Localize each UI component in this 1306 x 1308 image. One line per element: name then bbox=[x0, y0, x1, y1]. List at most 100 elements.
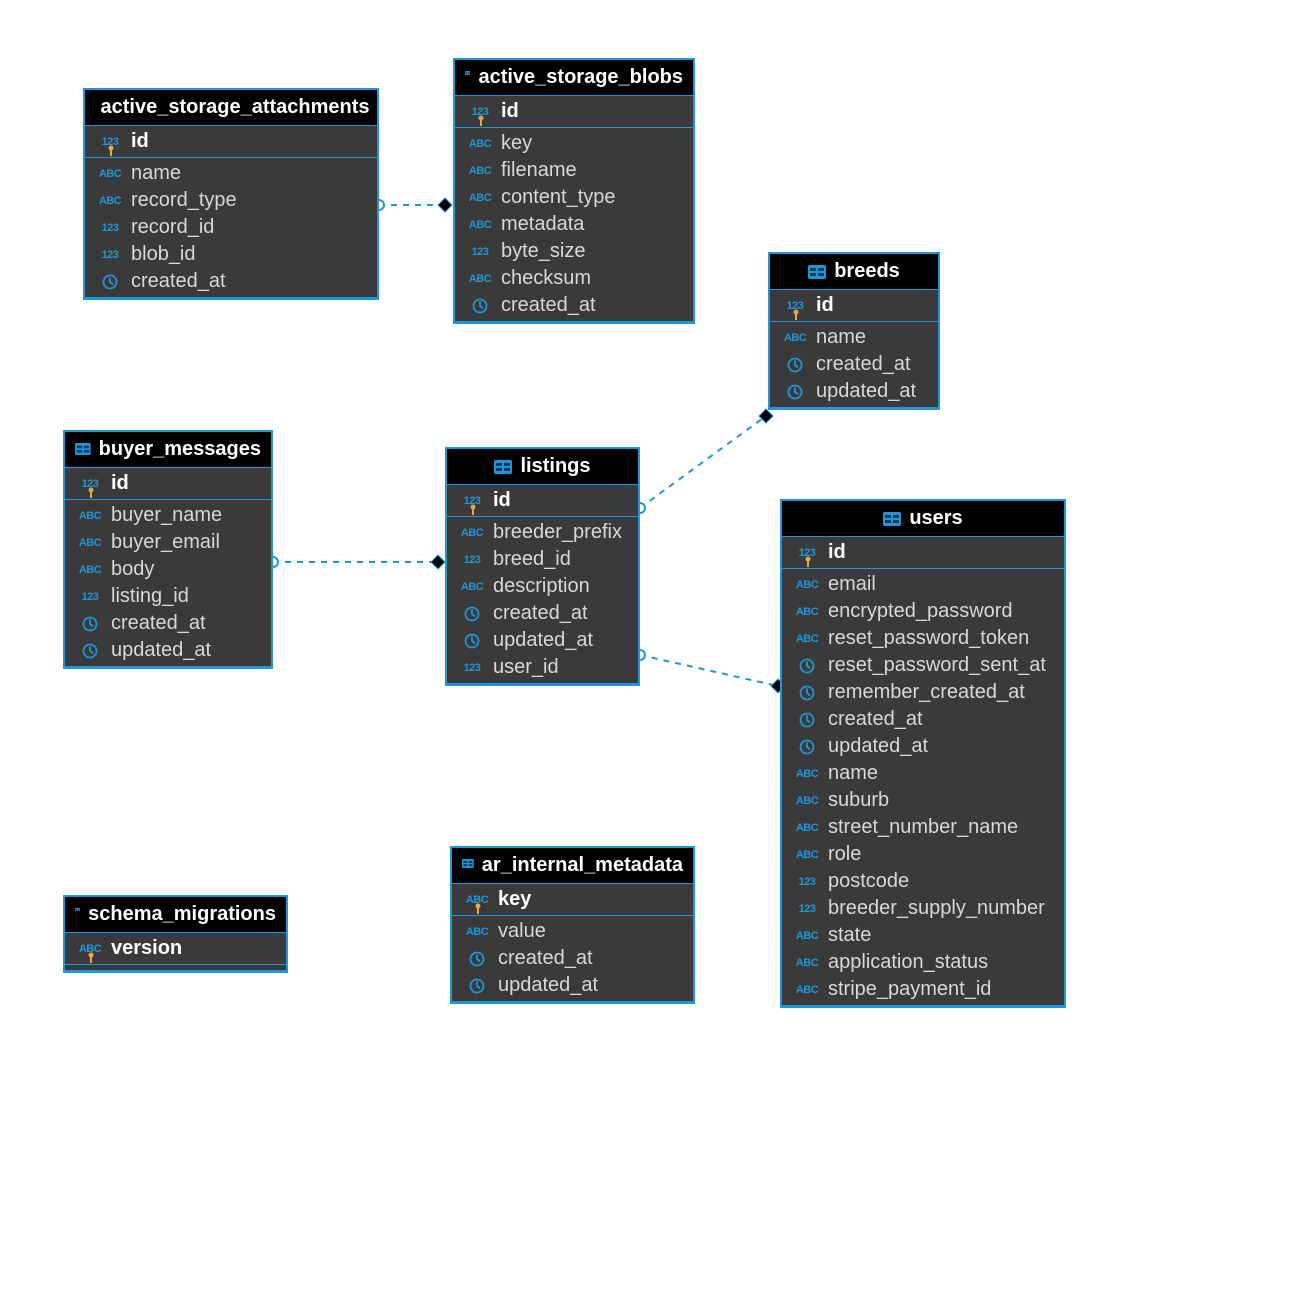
column-name: created_at bbox=[498, 947, 593, 970]
table-breeds[interactable]: breeds id name created_at updated_at bbox=[768, 252, 940, 410]
column-name: buyer_email bbox=[111, 531, 220, 554]
column-row: blob_id bbox=[85, 241, 377, 268]
type-abc-icon bbox=[792, 768, 822, 780]
column-row: street_number_name bbox=[782, 814, 1064, 841]
column-name: role bbox=[828, 843, 861, 866]
column-row: updated_at bbox=[452, 972, 693, 999]
column-row: updated_at bbox=[770, 378, 938, 405]
table-header[interactable]: buyer_messages bbox=[65, 432, 271, 468]
table-header[interactable]: ar_internal_metadata bbox=[452, 848, 693, 884]
column-name: metadata bbox=[501, 213, 584, 236]
table-active_storage_blobs[interactable]: active_storage_blobs id key filename con… bbox=[453, 58, 695, 324]
pk-row: id bbox=[447, 485, 638, 517]
column-name: value bbox=[498, 920, 546, 943]
column-name: created_at bbox=[828, 708, 923, 731]
column-name: breeder_prefix bbox=[493, 521, 622, 544]
table-buyer_messages[interactable]: buyer_messages id buyer_name buyer_email… bbox=[63, 430, 273, 669]
column-name: blob_id bbox=[131, 243, 196, 266]
table-header[interactable]: breeds bbox=[770, 254, 938, 290]
type-num-icon bbox=[465, 246, 495, 258]
type-num-icon bbox=[457, 554, 487, 566]
column-name: listing_id bbox=[111, 585, 189, 608]
column-row: metadata bbox=[455, 211, 693, 238]
type-abc-icon bbox=[792, 930, 822, 942]
connector-endpoint-diamond bbox=[438, 198, 452, 212]
column-row: body bbox=[65, 556, 271, 583]
pk-name: id bbox=[111, 472, 129, 495]
column-row: updated_at bbox=[782, 733, 1064, 760]
type-abc-icon bbox=[780, 332, 810, 344]
type-abc-icon bbox=[792, 957, 822, 969]
column-name: buyer_name bbox=[111, 504, 222, 527]
pk-row: id bbox=[85, 126, 377, 158]
column-name: reset_password_sent_at bbox=[828, 654, 1046, 677]
type-clock-icon bbox=[462, 951, 492, 967]
column-name: name bbox=[828, 762, 878, 785]
type-pk-icon bbox=[75, 943, 105, 955]
column-name: postcode bbox=[828, 870, 909, 893]
table-listings[interactable]: listings id breeder_prefix breed_id desc… bbox=[445, 447, 640, 686]
table-header[interactable]: active_storage_attachments bbox=[85, 90, 377, 126]
column-row: reset_password_sent_at bbox=[782, 652, 1064, 679]
column-row: breeder_prefix bbox=[447, 519, 638, 546]
type-abc-icon bbox=[792, 795, 822, 807]
type-abc-icon bbox=[75, 564, 105, 576]
table-title: listings bbox=[520, 455, 590, 478]
type-pk-icon bbox=[75, 478, 105, 490]
column-name: checksum bbox=[501, 267, 591, 290]
column-name: application_status bbox=[828, 951, 988, 974]
table-title: buyer_messages bbox=[99, 438, 261, 461]
columns: name record_type record_id blob_id creat… bbox=[85, 158, 377, 298]
column-name: description bbox=[493, 575, 590, 598]
column-name: breed_id bbox=[493, 548, 571, 571]
column-row: created_at bbox=[770, 351, 938, 378]
column-row: created_at bbox=[782, 706, 1064, 733]
column-name: updated_at bbox=[493, 629, 593, 652]
table-schema_migrations[interactable]: schema_migrations version bbox=[63, 895, 288, 973]
pk-row: id bbox=[770, 290, 938, 322]
column-name: breeder_supply_number bbox=[828, 897, 1045, 920]
type-clock-icon bbox=[457, 633, 487, 649]
type-pk-icon bbox=[465, 106, 495, 118]
column-name: updated_at bbox=[498, 974, 598, 997]
connector-endpoint-diamond bbox=[759, 409, 773, 423]
column-row: updated_at bbox=[447, 627, 638, 654]
table-header[interactable]: schema_migrations bbox=[65, 897, 286, 933]
table-title: users bbox=[909, 507, 962, 530]
column-name: reset_password_token bbox=[828, 627, 1029, 650]
column-name: state bbox=[828, 924, 871, 947]
pk-name: id bbox=[493, 489, 511, 512]
table-users[interactable]: users id email encrypted_password reset_… bbox=[780, 499, 1066, 1008]
type-pk-icon bbox=[457, 495, 487, 507]
type-clock-icon bbox=[792, 739, 822, 755]
columns: name created_at updated_at bbox=[770, 322, 938, 408]
column-row: user_id bbox=[447, 654, 638, 681]
column-name: created_at bbox=[816, 353, 911, 376]
column-row: listing_id bbox=[65, 583, 271, 610]
table-ar_internal_metadata[interactable]: ar_internal_metadata key value created_a… bbox=[450, 846, 695, 1004]
column-row: remember_created_at bbox=[782, 679, 1064, 706]
type-clock-icon bbox=[780, 384, 810, 400]
table-title: breeds bbox=[834, 260, 900, 283]
type-clock-icon bbox=[792, 712, 822, 728]
column-row: created_at bbox=[447, 600, 638, 627]
column-row: name bbox=[85, 160, 377, 187]
column-row: email bbox=[782, 571, 1064, 598]
pk-row: id bbox=[65, 468, 271, 500]
column-row: buyer_name bbox=[65, 502, 271, 529]
table-header[interactable]: listings bbox=[447, 449, 638, 485]
column-row: created_at bbox=[452, 945, 693, 972]
pk-row: key bbox=[452, 884, 693, 916]
type-abc-icon bbox=[95, 168, 125, 180]
table-header[interactable]: active_storage_blobs bbox=[455, 60, 693, 96]
type-pk-icon bbox=[95, 136, 125, 148]
column-name: remember_created_at bbox=[828, 681, 1025, 704]
column-row: created_at bbox=[85, 268, 377, 295]
table-title: active_storage_blobs bbox=[478, 66, 683, 89]
table-header[interactable]: users bbox=[782, 501, 1064, 537]
column-row: breeder_supply_number bbox=[782, 895, 1064, 922]
column-name: stripe_payment_id bbox=[828, 978, 991, 1001]
type-abc-icon bbox=[792, 633, 822, 645]
column-row: role bbox=[782, 841, 1064, 868]
table-active_storage_attachments[interactable]: active_storage_attachments id name recor… bbox=[83, 88, 379, 300]
